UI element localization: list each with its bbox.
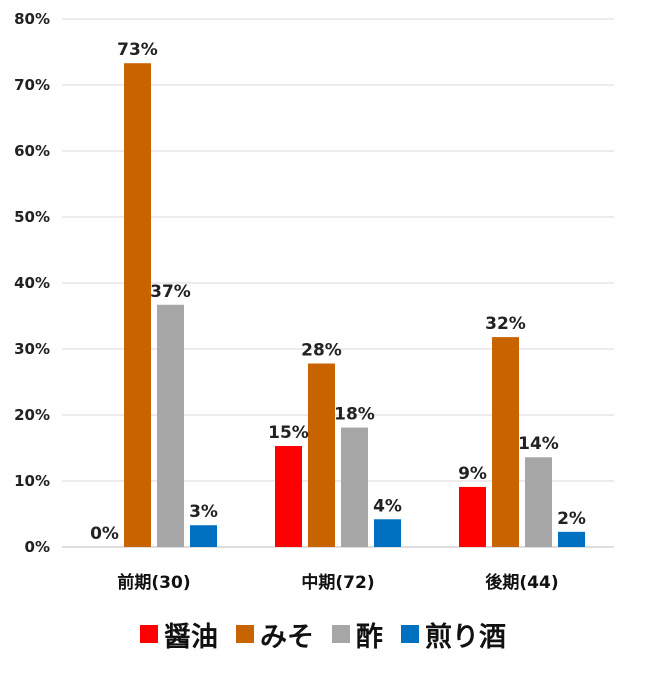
category-label: 前期(30): [117, 572, 190, 593]
data-label: 14%: [518, 434, 559, 454]
data-label: 37%: [150, 282, 191, 302]
category-label: 中期(72): [301, 572, 374, 593]
data-label: 2%: [557, 509, 586, 529]
legend: 醤油 みそ 酢 煎り酒: [0, 612, 646, 656]
data-label: 15%: [268, 423, 309, 443]
y-tick-label: 20%: [14, 406, 50, 424]
legend-item: 醤油: [140, 615, 218, 654]
y-tick-label: 0%: [25, 538, 50, 556]
bar-chart: 0% 10% 20% 30% 40% 50% 60% 70% 80% 0% 73% 37% 3% 15%…: [14, 10, 614, 593]
legend-label: 煎り酒: [425, 621, 506, 653]
category-label: 後期(44): [485, 572, 558, 593]
legend-swatch: [332, 625, 350, 643]
data-label: 0%: [90, 524, 119, 544]
bar: [459, 486, 486, 547]
legend-swatch: [140, 625, 158, 643]
legend-label: 醤油: [164, 621, 218, 653]
y-axis-ticks: 0% 10% 20% 30% 40% 50% 60% 70% 80%: [14, 10, 50, 556]
bar: [525, 457, 552, 547]
bar: [341, 427, 368, 547]
bars: [124, 63, 585, 547]
bar: [275, 446, 302, 547]
data-label: 28%: [301, 341, 342, 361]
legend-label: 酢: [356, 621, 383, 653]
legend-item: 煎り酒: [401, 615, 506, 654]
legend-swatch: [401, 625, 419, 643]
y-tick-label: 50%: [14, 208, 50, 226]
legend-item: 酢: [332, 615, 383, 654]
data-label: 18%: [334, 405, 375, 425]
bar: [558, 531, 585, 547]
data-labels: 0% 73% 37% 3% 15% 28% 18% 4% 9% 32% 14% 2%: [90, 40, 586, 544]
bar: [308, 363, 335, 547]
data-label: 73%: [117, 40, 158, 60]
bar: [374, 519, 401, 547]
bar: [157, 304, 184, 547]
gridlines: [62, 18, 614, 548]
bar: [190, 525, 217, 547]
legend-swatch: [236, 625, 254, 643]
category-labels: 前期(30) 中期(72) 後期(44): [117, 572, 558, 593]
y-tick-label: 60%: [14, 142, 50, 160]
data-label: 9%: [458, 464, 487, 484]
legend-item: みそ: [236, 615, 314, 654]
data-label: 3%: [189, 502, 218, 522]
legend-label: みそ: [260, 621, 314, 653]
y-tick-label: 30%: [14, 340, 50, 358]
y-tick-label: 10%: [14, 472, 50, 490]
y-tick-label: 70%: [14, 76, 50, 94]
bar: [124, 63, 151, 547]
y-tick-label: 80%: [14, 10, 50, 28]
data-label: 4%: [373, 496, 402, 516]
data-label: 32%: [485, 314, 526, 334]
y-tick-label: 40%: [14, 274, 50, 292]
bar: [492, 337, 519, 547]
